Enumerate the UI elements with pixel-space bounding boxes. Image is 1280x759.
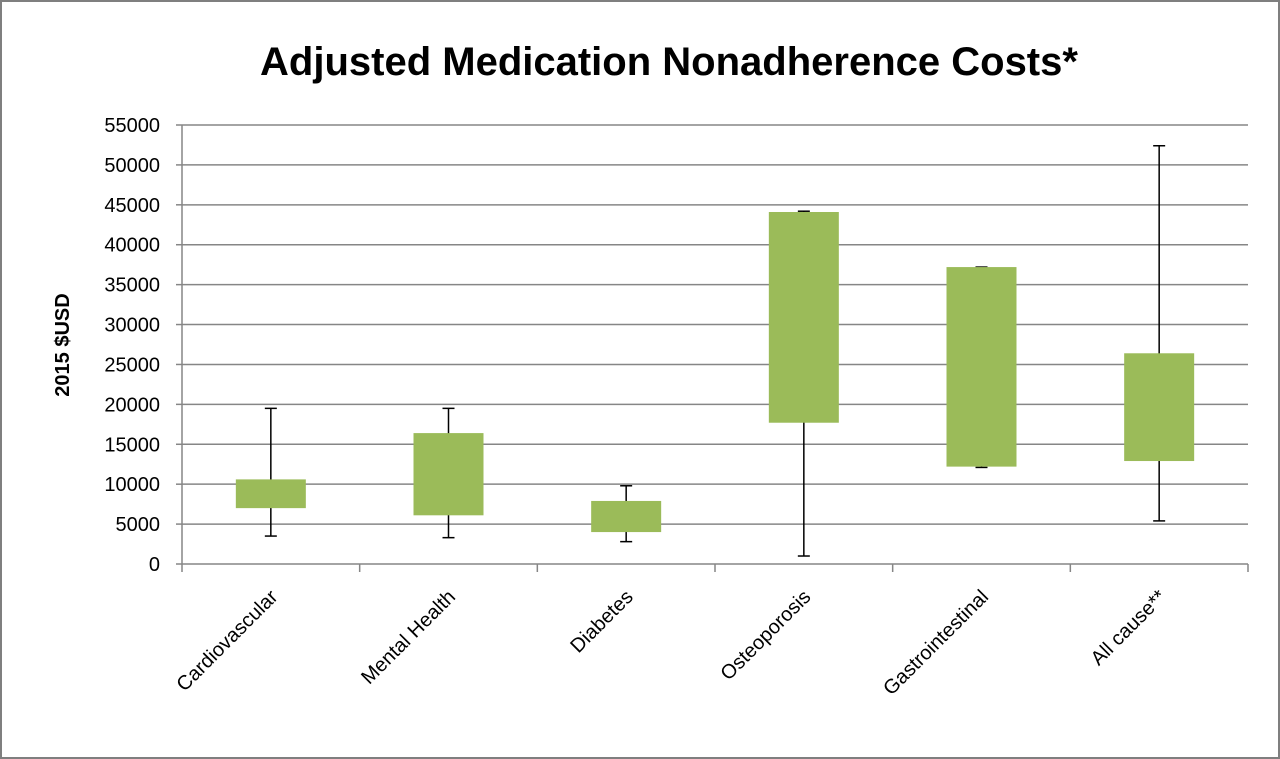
x-tick-label: Diabetes (566, 586, 637, 657)
box-gastrointestinal (946, 267, 1017, 467)
y-tick-label: 50000 (104, 155, 160, 177)
boxes (235, 212, 1195, 533)
x-tick-label: Mental Health (357, 586, 460, 689)
chart-title: Adjusted Medication Nonadherence Costs* (260, 40, 1078, 84)
x-tick-label: Cardiovascular (172, 586, 282, 696)
whiskers (264, 145, 1166, 557)
axes (176, 124, 1249, 572)
x-tick-labels: Cardiovascular Mental Health Diabetes Osteo… (172, 586, 1170, 700)
y-tick-label: 40000 (104, 235, 160, 257)
x-tick-label: Osteoporosis (716, 586, 815, 685)
y-tick-label: 20000 (104, 394, 160, 416)
y-tick-label: 45000 (104, 195, 160, 217)
y-tick-label: 15000 (104, 434, 160, 456)
x-tick-label: Gastrointestinal (879, 586, 993, 700)
gridlines (182, 124, 1248, 525)
y-tick-label: 25000 (104, 354, 160, 376)
y-tick-label: 10000 (104, 474, 160, 496)
y-tick-label: 35000 (104, 275, 160, 297)
box-osteoporosis (768, 212, 839, 423)
box-diabetes (591, 500, 662, 533)
y-tick-label: 30000 (104, 315, 160, 337)
y-tick-label: 55000 (104, 115, 160, 137)
x-tick-label: All cause** (1087, 586, 1171, 670)
box-all-cause (1124, 353, 1195, 462)
y-tick-labels: 0 5000 10000 15000 20000 25000 30000 35000 40000… (104, 115, 160, 576)
box-mental-health (413, 433, 484, 516)
box-cardiovascular (235, 479, 306, 509)
y-axis-label: 2015 $USD (52, 293, 74, 396)
y-tick-label: 0 (149, 554, 160, 576)
y-tick-label: 5000 (116, 514, 161, 536)
